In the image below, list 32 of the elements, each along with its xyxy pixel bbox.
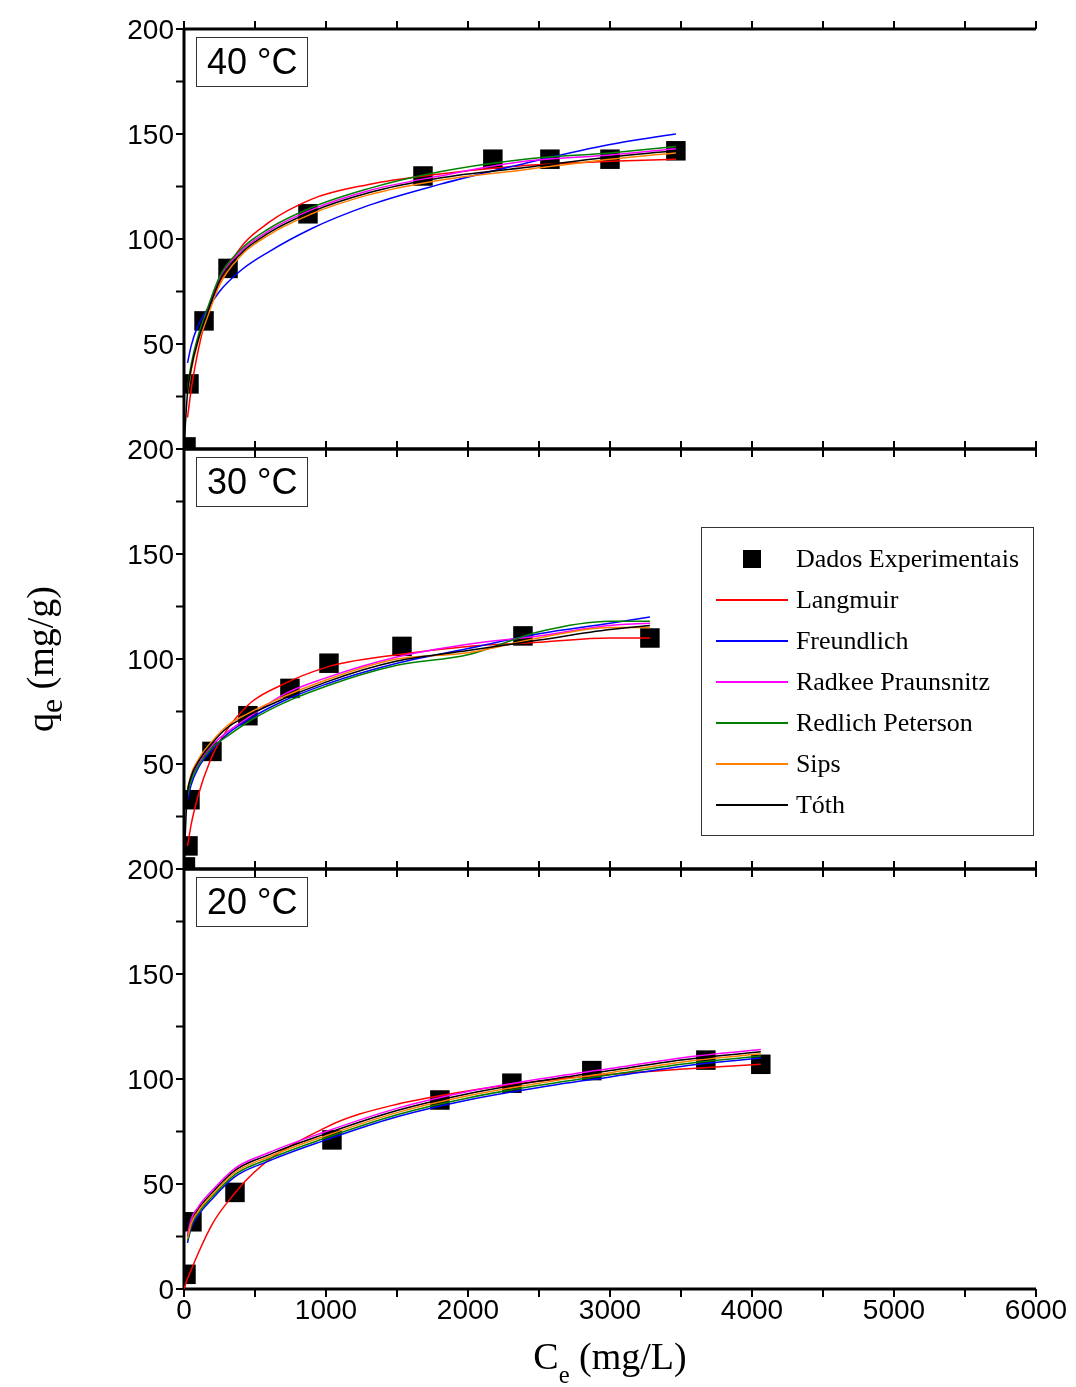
y-tick-label: 50 [142,1168,174,1200]
annotation: 40 °C [196,37,309,87]
y-tick-label: 200 [127,853,174,885]
y-tick-label: 200 [127,433,174,465]
point [640,628,660,648]
y-tick-label: 50 [142,328,174,360]
x-tick-label: 2000 [436,1293,500,1325]
legend-label: Dados Experimentais [795,543,1019,574]
legend-label: Tóth [795,789,845,820]
annotation: 20 °C [196,877,309,927]
x-axis-title: C$_{e}$ (mg/L) [533,1335,687,1387]
point [319,653,339,673]
y-tick-label: 0 [158,1273,174,1305]
legend-label: Redlich Peterson [795,707,973,738]
y-tick-label: 100 [127,1063,174,1095]
y-tick-label: 200 [127,13,174,45]
legend-label: Sips [795,748,841,779]
legend-label: Langmuir [795,584,899,615]
annotation: 30 °C [196,457,309,507]
y-tick-label: 150 [127,958,174,990]
y-tick-label: 50 [142,748,174,780]
x-tick-label: 3000 [578,1293,642,1325]
y-tick-label: 100 [127,643,174,675]
legend-label: Freundlich [795,625,909,656]
y-tick-label: 100 [127,223,174,255]
x-tick-label: 4000 [720,1293,784,1325]
legend-label: Radkee Praunsnitz [795,666,991,697]
x-tick-label: 1000 [294,1293,358,1325]
y-tick-label: 150 [127,538,174,570]
x-tick-label: 5000 [862,1293,926,1325]
y-tick-label: 150 [127,118,174,150]
x-tick-label: 6000 [1004,1293,1068,1325]
